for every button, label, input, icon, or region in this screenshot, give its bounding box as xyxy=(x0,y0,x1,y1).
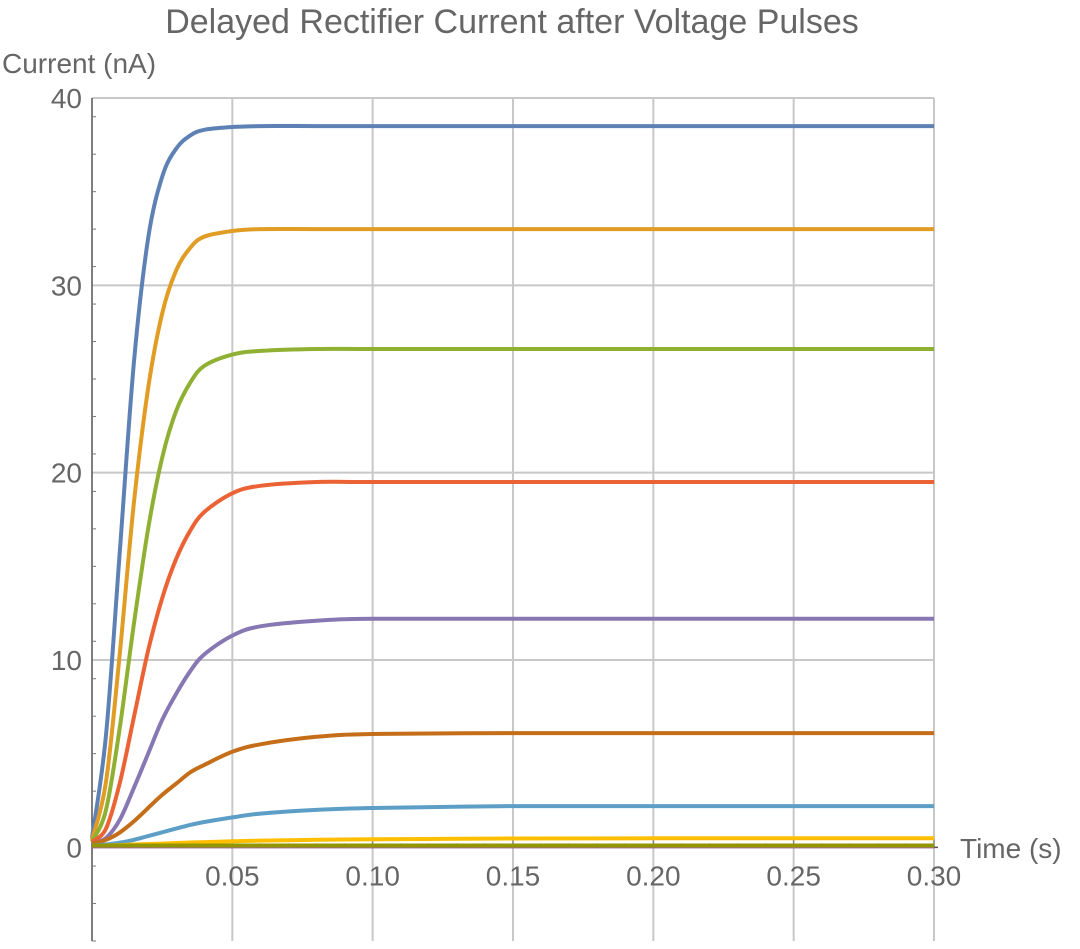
y-tick-label: 30 xyxy=(51,270,82,301)
axes xyxy=(91,98,938,942)
x-tick-label: 0.25 xyxy=(766,860,821,891)
series-line-7 xyxy=(91,803,934,848)
x-tick-label: 0.05 xyxy=(205,860,260,891)
series-lines xyxy=(90,124,934,849)
y-tick-label: 10 xyxy=(51,645,82,676)
y-tick-label: 0 xyxy=(66,832,82,863)
series-line-2 xyxy=(90,226,934,841)
x-tick-label: 0.15 xyxy=(486,860,541,891)
series-line-4 xyxy=(90,479,934,844)
series-line-5 xyxy=(91,616,934,846)
series-line-3 xyxy=(90,346,934,843)
series-line-6 xyxy=(91,731,934,846)
grid-lines xyxy=(92,97,935,941)
y-tick-label: 20 xyxy=(51,458,82,489)
series-line-1 xyxy=(90,124,934,839)
x-tick-label: 0.10 xyxy=(345,860,400,891)
y-tick-label: 40 xyxy=(51,83,82,114)
tick-labels: 0 10 20 30 40 0.05 0.10 0.15 0.20 0.25 0.30 xyxy=(51,83,961,891)
x-axis-label: Time (s) xyxy=(960,833,1062,864)
x-tick-label: 0.20 xyxy=(626,860,681,891)
chart-title: Delayed Rectifier Current after Voltage … xyxy=(165,3,859,41)
x-tick-label: 0.30 xyxy=(907,860,962,891)
y-axis-label: Current (nA) xyxy=(2,48,156,79)
